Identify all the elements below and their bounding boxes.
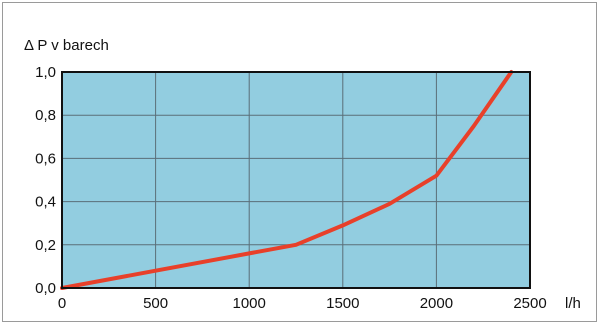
y-axis-label: Δ P v barech bbox=[24, 37, 109, 54]
y-tick-label: 0,8 bbox=[35, 107, 56, 124]
x-tick-label: 1500 bbox=[326, 295, 359, 312]
x-axis-label: l/h bbox=[565, 295, 581, 312]
y-tick-label: 0,6 bbox=[35, 150, 56, 167]
x-tick-label: 1000 bbox=[233, 295, 266, 312]
series-line bbox=[60, 70, 514, 290]
y-tick-label: 0,0 bbox=[35, 280, 56, 297]
plot-area bbox=[62, 72, 530, 288]
x-tick-label: 2000 bbox=[420, 295, 453, 312]
y-tick-label: 0,4 bbox=[35, 194, 56, 211]
y-tick-label: 1,0 bbox=[35, 64, 56, 81]
x-tick-labels: 0 500 1000 1500 2000 2500 bbox=[58, 295, 547, 312]
x-tick-label: 0 bbox=[58, 295, 66, 312]
y-tick-labels: 0,0 0,2 0,4 0,6 0,8 1,0 bbox=[35, 64, 56, 297]
x-tick-label: 2500 bbox=[513, 295, 546, 312]
plot-border bbox=[61, 71, 531, 289]
y-tick-label: 0,2 bbox=[35, 237, 56, 254]
x-tick-label: 500 bbox=[143, 295, 168, 312]
